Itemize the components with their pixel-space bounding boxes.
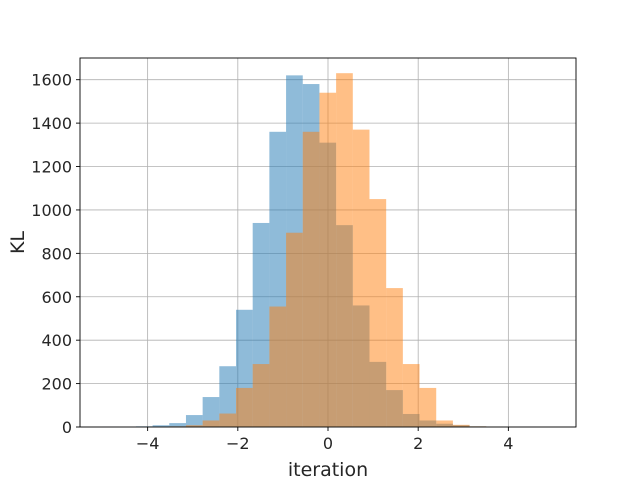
y-axis-label: KL xyxy=(7,231,29,254)
y-tick-label: 800 xyxy=(41,244,72,263)
histogram-bar-series-2 xyxy=(203,420,220,427)
histogram-bars xyxy=(103,73,537,427)
histogram-bar-series-2 xyxy=(286,233,303,427)
x-tick-label: −4 xyxy=(136,434,160,453)
histogram-bar-series-2 xyxy=(269,307,286,427)
histogram-bar-series-2 xyxy=(420,388,437,427)
histogram-bar-series-2 xyxy=(236,388,253,427)
histogram-bar-series-2 xyxy=(353,130,370,427)
x-tick-label: 4 xyxy=(503,434,513,453)
y-tick-label: 200 xyxy=(41,375,72,394)
y-tick-label: 1400 xyxy=(31,114,72,133)
y-tick-label: 1000 xyxy=(31,201,72,220)
x-tick-label: −2 xyxy=(226,434,250,453)
y-tick-label: 1200 xyxy=(31,158,72,177)
x-tick-label: 2 xyxy=(413,434,423,453)
histogram-bar-series-1 xyxy=(186,415,203,427)
y-tick-label: 400 xyxy=(41,331,72,350)
histogram-bar-series-2 xyxy=(369,199,386,427)
x-axis-label: iteration xyxy=(288,459,368,480)
y-tick-label: 1600 xyxy=(31,71,72,90)
histogram-bar-series-2 xyxy=(386,288,403,427)
histogram-bar-series-2 xyxy=(219,414,236,427)
histogram-bar-series-2 xyxy=(253,364,270,427)
y-tick-label: 0 xyxy=(62,418,72,437)
histogram-bar-series-2 xyxy=(436,420,453,427)
y-tick-label: 600 xyxy=(41,288,72,307)
histogram-bar-series-2 xyxy=(336,73,353,427)
x-tick-label: 0 xyxy=(323,434,333,453)
histogram-bar-series-2 xyxy=(319,93,336,427)
histogram-bar-series-2 xyxy=(403,364,420,427)
histogram-bar-series-2 xyxy=(303,132,320,427)
